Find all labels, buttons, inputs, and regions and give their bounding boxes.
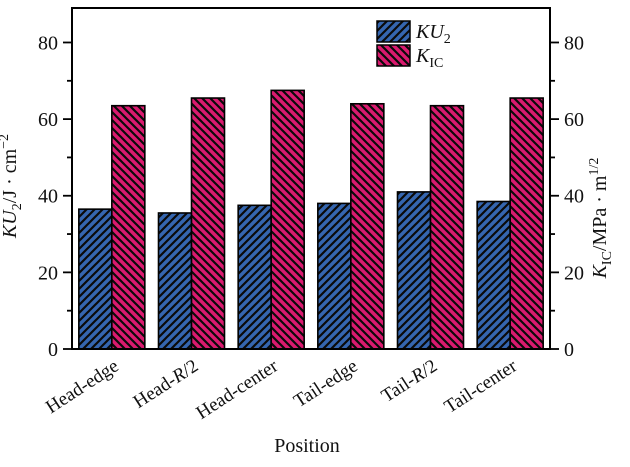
y-tick-label-right: 80 [564,32,584,54]
bar-kic-5 [429,104,465,350]
legend-label-ku2: KU2 [415,21,451,47]
legend-label-kic: KIC [415,45,443,71]
bar-kic-2 [190,97,226,350]
legend-swatch-kic [376,44,411,67]
y-tick-label-right: 20 [564,262,584,284]
bar-kic-3 [270,89,305,350]
x-tick-label: Tail-edge [290,356,361,413]
y-axis-title-right: KIC/MPa · m1/2 [587,158,615,280]
y-tick-label-right: 40 [564,186,584,208]
bars-group [78,89,544,350]
x-tick-label: Tail-R/2 [378,356,441,407]
x-tick-label: Head-R/2 [130,356,203,413]
y-axis-title-left: KU2/J · cm−2 [0,134,25,239]
y-axis-ticks: 0 0 20 20 40 40 60 60 80 80 [38,32,584,361]
x-tick-label: Tail-center [441,355,522,418]
x-axis-title: Position [274,435,340,457]
bar-ku2-3 [237,204,272,350]
bar-ku2-4 [317,202,352,350]
bar-kic-1 [111,104,146,350]
bar-kic-6 [509,97,544,350]
bar-ku2-6 [476,200,511,350]
bar-kic-4 [350,102,385,350]
y-tick-label-left: 0 [48,339,58,361]
bar-ku2-1 [78,208,113,350]
y-tick-label-left: 20 [38,262,58,284]
plot-frame [71,7,551,350]
y-tick-label-left: 40 [38,186,58,208]
legend-swatch-ku2 [376,20,411,43]
bar-ku2-2 [157,212,193,350]
bar-ku2-5 [396,191,432,350]
y-tick-label-left: 60 [38,109,58,131]
x-tick-label: Head-edge [42,356,122,418]
y-tick-label-left: 80 [38,32,58,54]
y-tick-label-right: 60 [564,109,584,131]
x-tick-label: Head-center [193,355,283,424]
y-tick-label-right: 0 [564,339,574,361]
